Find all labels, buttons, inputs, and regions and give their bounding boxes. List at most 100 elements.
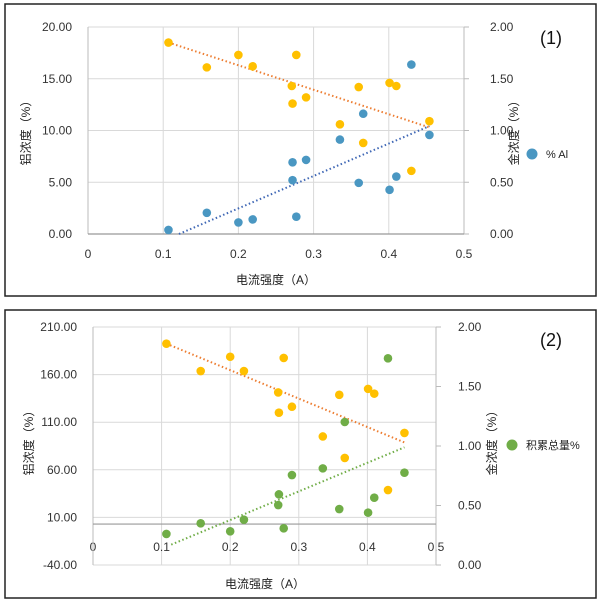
y-right-tick-label: 0.50: [458, 499, 482, 513]
data-point-series-2: [358, 109, 368, 119]
data-point-series-2: [287, 470, 297, 480]
y-left-tick-label: 60.00: [47, 463, 77, 477]
trendline-1: [168, 41, 430, 129]
y-left-tick-label: 10.00: [42, 124, 72, 138]
x-tick-label: 0.2: [230, 247, 247, 261]
legend-label: % Al: [546, 149, 568, 161]
data-point-series-2: [340, 417, 350, 427]
y-left-tick-label: 110.00: [41, 415, 77, 429]
y-right-tick-label: 2.00: [458, 320, 482, 334]
data-point-series-2: [301, 155, 311, 165]
data-point-series-1: [301, 93, 311, 102]
data-point-series-1: [287, 402, 297, 412]
data-point-series-1: [288, 99, 297, 108]
data-point-series-1: [385, 78, 394, 88]
x-axis-title: 电流强度（A）: [225, 576, 305, 591]
data-point-series-2: [162, 529, 171, 539]
panel-2-border: [4, 309, 597, 599]
data-point-series-2: [288, 157, 297, 167]
data-point-series-1: [239, 366, 249, 376]
y-left-tick-label: 210.00: [40, 320, 77, 334]
data-point-series-1: [400, 428, 409, 438]
data-point-series-1: [248, 62, 257, 71]
x-axis-title: 电流强度（A）: [236, 272, 316, 287]
y-right-tick-label: 1.00: [458, 439, 482, 453]
y-right-tick-label: 1.50: [490, 72, 514, 86]
data-point-series-2: [288, 175, 297, 185]
data-point-series-1: [334, 390, 344, 400]
data-point-series-1: [225, 352, 235, 362]
y-right-axis-title: 金浓度（%）: [484, 405, 499, 476]
data-point-series-1: [369, 389, 379, 398]
data-point-series-2: [274, 490, 284, 499]
legend-label: 积累总量%: [526, 438, 580, 452]
data-point-series-1: [340, 453, 350, 463]
x-tick-label: 0.4: [380, 247, 397, 261]
y-right-tick-label: 0.00: [458, 558, 482, 572]
data-point-series-1: [383, 485, 393, 495]
y-left-tick-label: 20.00: [42, 20, 72, 34]
data-point-series-2: [279, 524, 289, 533]
y-left-tick-label: 15.00: [42, 72, 72, 86]
data-point-series-2: [369, 493, 379, 502]
chart-1: 0.00 5.00 10.00 15.00 20.00 0 0.1 0.2 0.3 0.4 0.5 0…: [18, 20, 568, 287]
data-point-series-1: [279, 353, 289, 363]
x-tick-label: 0.4: [359, 540, 376, 554]
y-right-tick-label: 2.00: [490, 20, 514, 34]
data-point-series-1: [358, 138, 368, 148]
x-tick-label: 0.1: [153, 540, 170, 554]
x-tick-label: 0.5: [456, 247, 473, 261]
panel-1-border: [4, 3, 597, 297]
y-left-tick-label: -40.00: [43, 558, 77, 572]
data-point-series-2: [334, 504, 344, 514]
x-tick-label: 0.1: [155, 247, 172, 261]
data-point-series-1: [273, 388, 283, 397]
data-point-series-2: [318, 464, 328, 473]
data-point-series-2: [292, 212, 301, 222]
x-tick-label: 0.3: [290, 540, 307, 554]
data-point-series-2: [196, 519, 206, 528]
data-point-series-2: [225, 526, 235, 536]
y-left-tick-label: 160.00: [40, 368, 77, 382]
data-point-series-2: [392, 172, 401, 181]
legend-marker: [506, 439, 518, 451]
data-point-series-1: [162, 339, 171, 348]
x-tick-label: 0.2: [222, 540, 239, 554]
data-point-series-2: [234, 218, 243, 227]
trendline-2: [170, 446, 405, 546]
data-point-series-1: [196, 366, 206, 376]
y-right-tick-label: 1.50: [458, 380, 482, 394]
data-point-series-1: [354, 82, 364, 92]
y-right-tick-label: 0.00: [490, 227, 514, 241]
panel-label: (1): [540, 28, 562, 48]
trendline-2: [178, 125, 430, 235]
data-point-series-1: [407, 166, 416, 176]
data-point-series-1: [335, 119, 345, 129]
data-point-series-1: [164, 38, 173, 47]
data-point-series-2: [363, 508, 373, 517]
data-point-series-1: [287, 81, 297, 91]
data-point-series-2: [239, 515, 249, 524]
data-point-series-1: [202, 63, 212, 72]
data-point-series-2: [248, 215, 257, 224]
y-left-axis-title: 铝浓度（%）: [21, 405, 36, 476]
data-point-series-2: [425, 130, 434, 140]
y-right-axis-title: 金浓度（%）: [506, 95, 521, 166]
y-right-tick-label: 1.00: [490, 124, 514, 138]
data-point-series-2: [385, 185, 394, 195]
x-tick-label: 0.3: [305, 247, 322, 261]
y-left-tick-label: 5.00: [49, 175, 73, 189]
data-point-series-2: [400, 468, 409, 477]
data-point-series-2: [383, 354, 393, 363]
y-left-tick-label: 10.00: [47, 510, 77, 524]
x-tick-label: 0: [85, 247, 92, 261]
y-left-tick-label: 0.00: [49, 227, 73, 241]
data-point-series-1: [318, 432, 328, 441]
data-point-series-1: [392, 81, 401, 91]
data-point-series-1: [292, 50, 301, 60]
data-point-series-1: [425, 116, 434, 126]
legend-marker: [526, 148, 538, 160]
data-point-series-1: [274, 408, 284, 417]
y-left-axis-title: 铝浓度（%）: [18, 95, 33, 166]
panel-label: (2): [540, 330, 562, 350]
